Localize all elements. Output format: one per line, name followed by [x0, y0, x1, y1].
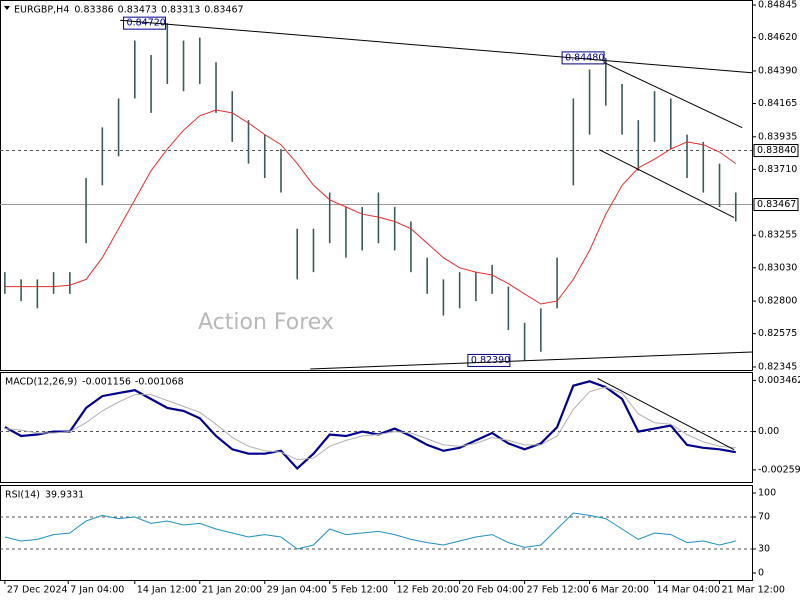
y-tick-label: 0 — [758, 568, 764, 579]
price-annotation-box — [467, 353, 511, 367]
x-tick-label: 27 Dec 2024 — [7, 585, 68, 596]
indicator-title: EURGBP,H4 — [14, 5, 69, 16]
moving-average — [4, 109, 737, 305]
x-tick-label: 27 Feb 12:00 — [527, 585, 589, 596]
y-tick-label: 0.82575 — [758, 328, 797, 339]
y-tick-label: -0.002593 — [758, 464, 800, 475]
x-tick-label: 14 Mar 04:00 — [657, 585, 720, 596]
y-tick-label: 0.82800 — [758, 296, 797, 307]
level-label: 0.83840 — [757, 145, 796, 156]
indicator-title: RSI(14) — [5, 490, 40, 501]
trendline — [597, 378, 735, 451]
trendline — [310, 351, 753, 370]
trendline — [120, 19, 753, 74]
x-tick-label: 29 Jan 04:00 — [267, 585, 327, 596]
menu-icon — [4, 6, 10, 10]
header-value: -0.001156 — [82, 377, 131, 388]
header-value: 0.83467 — [204, 5, 243, 16]
y-tick-label: 0.83255 — [758, 230, 797, 241]
y-tick-label: 0.82345 — [758, 361, 797, 372]
y-tick-label: 0.84845 — [758, 0, 797, 11]
price-annotation: 0.84720 — [127, 18, 166, 29]
y-tick-label: 30 — [758, 544, 770, 555]
y-tick-label: 100 — [758, 488, 776, 499]
indicator-title: MACD(12,26,9) — [5, 377, 77, 388]
price-annotation: 0.82390 — [471, 355, 510, 366]
x-tick-label: 6 Mar 20:00 — [592, 585, 649, 596]
price-annotation-box — [123, 16, 167, 30]
y-tick-label: 0.83710 — [758, 164, 797, 175]
y-tick-label: 0.83030 — [758, 262, 797, 273]
x-tick-label: 21 Jan 20:00 — [202, 585, 262, 596]
indicator-line — [4, 386, 736, 461]
level-label: 0.83467 — [757, 199, 796, 210]
x-tick-label: 7 Jan 04:00 — [70, 585, 124, 596]
rsi-frame — [0, 485, 753, 581]
y-tick-label: 0.00 — [758, 426, 779, 437]
x-tick-label: 21 Mar 12:00 — [722, 585, 785, 596]
header-value: 0.83473 — [118, 5, 157, 16]
header-value: 0.83313 — [161, 5, 200, 16]
y-tick-label: 0.83935 — [758, 131, 797, 142]
y-tick-label: 0.003462 — [758, 375, 800, 386]
level-label-box — [753, 198, 799, 212]
header-value: -0.001068 — [135, 377, 184, 388]
header-value: 39.9331 — [45, 490, 84, 501]
macd-frame — [0, 372, 753, 483]
price-annotation: 0.84480 — [565, 52, 604, 63]
x-tick-label: 14 Jan 12:00 — [137, 585, 197, 596]
x-tick-label: 20 Feb 04:00 — [462, 585, 524, 596]
price-frame — [0, 0, 753, 371]
level-label-box — [753, 144, 799, 158]
y-tick-label: 70 — [758, 512, 770, 523]
trendline — [603, 62, 743, 129]
y-tick-label: 0.84390 — [758, 65, 797, 76]
indicator-line — [4, 380, 736, 471]
y-tick-label: 0.84165 — [758, 98, 797, 109]
x-tick-label: 12 Feb 20:00 — [397, 585, 459, 596]
header-value: 0.83386 — [74, 5, 113, 16]
price-annotation-box — [561, 51, 605, 65]
x-tick-label: 5 Feb 12:00 — [332, 585, 388, 596]
trendline — [599, 149, 735, 219]
watermark: Action Forex — [198, 310, 334, 335]
indicator-line — [4, 512, 736, 550]
y-tick-label: 0.84620 — [758, 32, 797, 43]
